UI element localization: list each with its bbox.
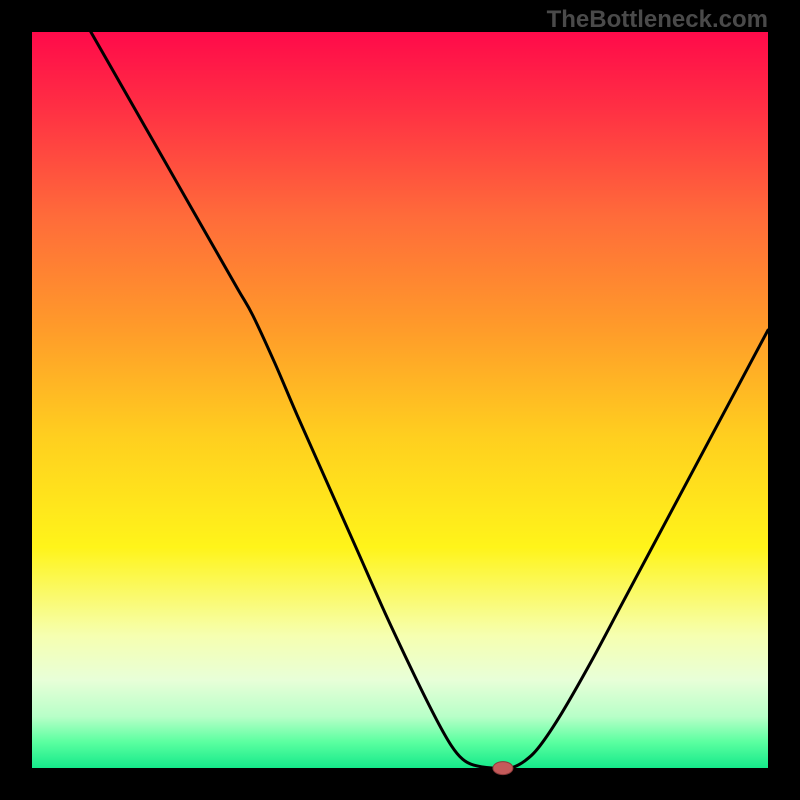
optimum-marker	[492, 761, 513, 775]
bottleneck-curve-svg	[32, 32, 768, 768]
bottleneck-curve	[91, 32, 768, 768]
plot-area	[32, 32, 768, 768]
watermark-label: TheBottleneck.com	[547, 6, 768, 34]
chart-frame: TheBottleneck.com	[0, 0, 800, 800]
